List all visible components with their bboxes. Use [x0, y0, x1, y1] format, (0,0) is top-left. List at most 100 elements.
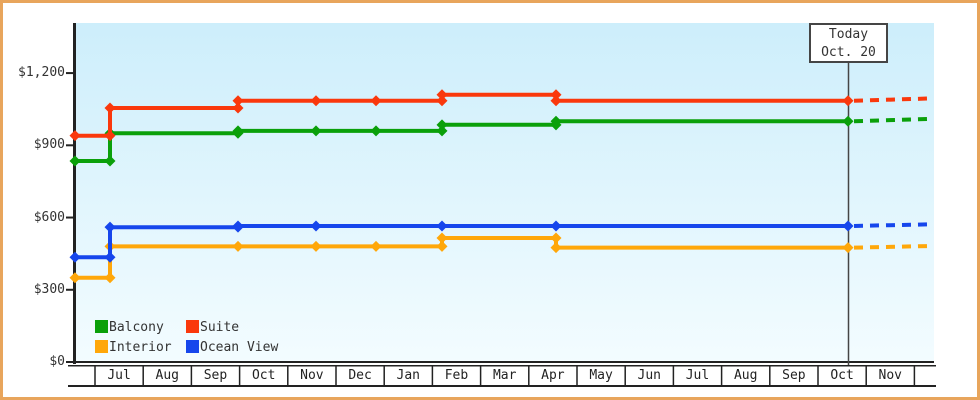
data-point-suite — [370, 95, 382, 107]
series-forecast-balcony — [853, 116, 934, 124]
data-point-balcony — [436, 119, 448, 131]
x-axis-month-label: Aug — [733, 368, 758, 383]
month-divider — [913, 365, 916, 387]
data-point-interior — [310, 240, 322, 252]
month-divider — [94, 365, 96, 387]
x-axis-month-label: May — [589, 368, 613, 383]
data-point-suite — [69, 130, 81, 142]
month-divider — [287, 365, 289, 387]
data-point-interior — [436, 232, 448, 244]
y-axis-tick — [66, 361, 73, 363]
y-axis-tick — [66, 144, 73, 147]
data-point-suite — [550, 95, 562, 107]
month-divider — [672, 365, 675, 387]
month-divider — [383, 365, 385, 387]
data-point-suite — [232, 102, 244, 114]
plot-background — [75, 23, 934, 362]
legend-label: Interior — [109, 340, 172, 355]
y-axis-tick-label: $1,200 — [18, 65, 65, 81]
today-date-label: Oct. 20 — [821, 45, 876, 60]
data-point-ocean-view — [842, 220, 854, 232]
x-axis-month-label: Aug — [155, 368, 180, 383]
month-divider — [720, 365, 723, 387]
month-divider — [817, 365, 819, 387]
data-point-balcony — [550, 115, 562, 127]
data-point-suite — [436, 89, 448, 101]
x-axis-month-label: Jul — [107, 368, 131, 383]
x-axis-month-label: Mar — [492, 368, 517, 383]
data-point-balcony — [842, 115, 854, 127]
y-axis-tick-label: $900 — [33, 137, 65, 153]
data-point-interior — [550, 232, 562, 244]
data-point-ocean-view — [104, 251, 116, 263]
data-point-suite — [436, 95, 448, 107]
legend-item-suite: Suite — [186, 316, 240, 335]
data-point-balcony — [69, 155, 81, 167]
y-axis-tick — [66, 216, 73, 219]
month-divider — [624, 365, 626, 387]
legend-item-balcony: Balcony — [95, 316, 164, 335]
month-divider — [431, 365, 434, 387]
x-axis-month-label: Sep — [782, 368, 806, 383]
data-point-ocean-view — [550, 220, 562, 232]
x-axis-month-label: Apr — [541, 368, 565, 383]
data-point-ocean-view — [310, 220, 322, 232]
x-axis-line — [66, 361, 934, 363]
y-axis-tick-label: $300 — [33, 281, 65, 297]
month-divider — [528, 365, 530, 387]
legend-swatch-balcony — [95, 320, 108, 333]
legend-swatch-interior — [95, 340, 108, 353]
x-axis-month-label: Dec — [348, 368, 372, 383]
month-divider — [142, 365, 144, 387]
month-divider — [479, 365, 482, 387]
data-point-suite — [232, 95, 244, 107]
x-axis-month-label: Sep — [203, 368, 228, 383]
x-axis-month-label: Nov — [878, 368, 903, 383]
month-divider — [865, 365, 867, 387]
legend-label: Suite — [200, 320, 240, 335]
x-axis-month-label: Feb — [444, 368, 469, 383]
legend-swatch-suite — [186, 320, 199, 333]
data-point-ocean-view — [436, 220, 448, 232]
x-axis-month-label: Oct — [251, 368, 276, 383]
data-point-interior — [550, 242, 562, 254]
month-band-bottom-line — [68, 385, 936, 387]
today-marker-box: Today Oct. 20 — [809, 23, 888, 63]
y-axis-tick-label: $0 — [49, 354, 65, 369]
y-axis-tick — [66, 288, 73, 291]
legend-label: Ocean View — [200, 340, 279, 355]
data-point-balcony — [104, 155, 116, 167]
chart-canvas — [66, 23, 936, 387]
data-point-suite — [104, 130, 116, 142]
month-band-top-line — [68, 365, 936, 367]
x-axis-month-label: Jan — [396, 368, 421, 383]
x-axis-month-label: Nov — [300, 368, 324, 383]
series-forecast-suite — [853, 96, 934, 103]
x-axis-month-label: Oct — [830, 368, 854, 383]
month-divider — [238, 365, 241, 387]
data-point-suite — [842, 95, 854, 107]
today-label: Today — [828, 27, 869, 42]
data-point-interior — [436, 240, 448, 252]
data-point-interior — [69, 272, 81, 284]
month-divider — [190, 365, 193, 387]
data-point-suite — [310, 95, 322, 107]
data-point-suite — [104, 102, 116, 114]
y-axis-tick — [66, 72, 73, 75]
legend-item-ocean-view: Ocean View — [186, 336, 279, 355]
x-axis-month-label: Jul — [685, 368, 710, 383]
month-divider — [576, 365, 578, 387]
month-divider — [769, 365, 771, 387]
x-axis-month-label: Jun — [637, 368, 662, 383]
legend-swatch-ocean-view — [186, 340, 199, 353]
data-point-ocean-view — [69, 251, 81, 263]
data-point-interior — [842, 242, 854, 254]
data-point-suite — [550, 89, 562, 101]
data-point-interior — [104, 272, 116, 284]
legend-item-interior: Interior — [95, 336, 172, 355]
data-point-ocean-view — [232, 220, 244, 232]
data-point-ocean-view — [104, 221, 116, 233]
series-forecast-interior — [853, 243, 934, 250]
data-point-interior — [370, 240, 382, 252]
